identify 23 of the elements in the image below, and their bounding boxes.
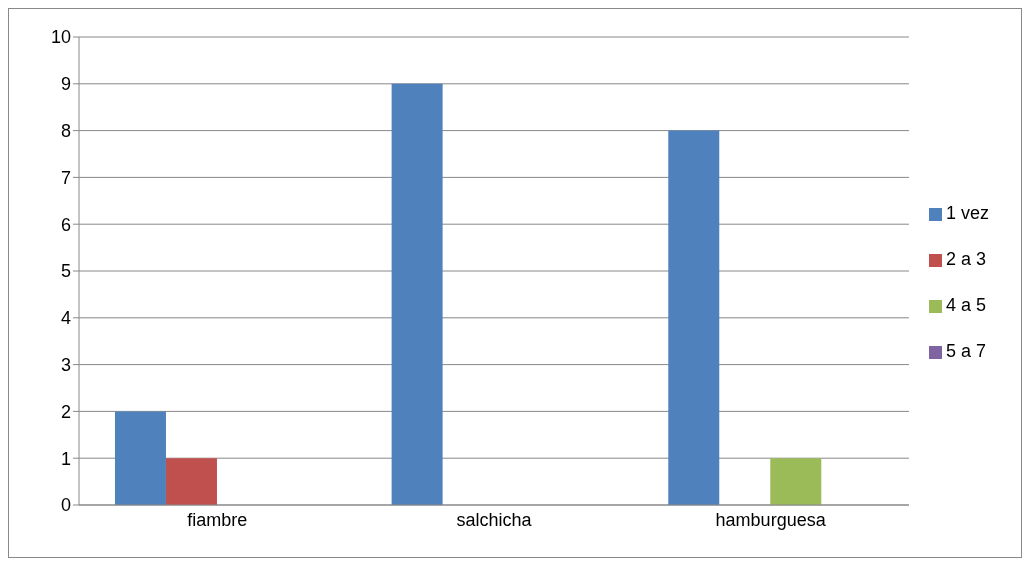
x-tick-label: fiambre [187, 509, 248, 530]
y-tick-label: 6 [60, 214, 71, 235]
x-tick-label: hamburguesa [715, 509, 827, 530]
bar [391, 83, 443, 505]
y-tick-label: 7 [60, 167, 71, 188]
legend-label: 2 a 3 [945, 249, 987, 269]
y-tick-label: 9 [60, 74, 71, 95]
y-tick-label: 1 [60, 448, 71, 469]
bar [668, 130, 720, 505]
legend-label: 1 vez [945, 203, 989, 223]
y-tick-label: 3 [60, 354, 71, 375]
bar [114, 411, 166, 505]
y-tick-label: 8 [60, 120, 71, 141]
y-tick-label: 0 [60, 495, 71, 516]
legend-label: 5 a 7 [945, 341, 987, 361]
x-tick-label: salchicha [456, 509, 533, 530]
bar [770, 458, 822, 505]
legend-label: 4 a 5 [945, 295, 987, 315]
bar [165, 458, 217, 505]
y-tick-label: 5 [60, 261, 71, 282]
y-tick-label: 10 [50, 27, 71, 48]
y-tick-label: 4 [60, 308, 71, 329]
y-tick-label: 2 [60, 401, 71, 422]
